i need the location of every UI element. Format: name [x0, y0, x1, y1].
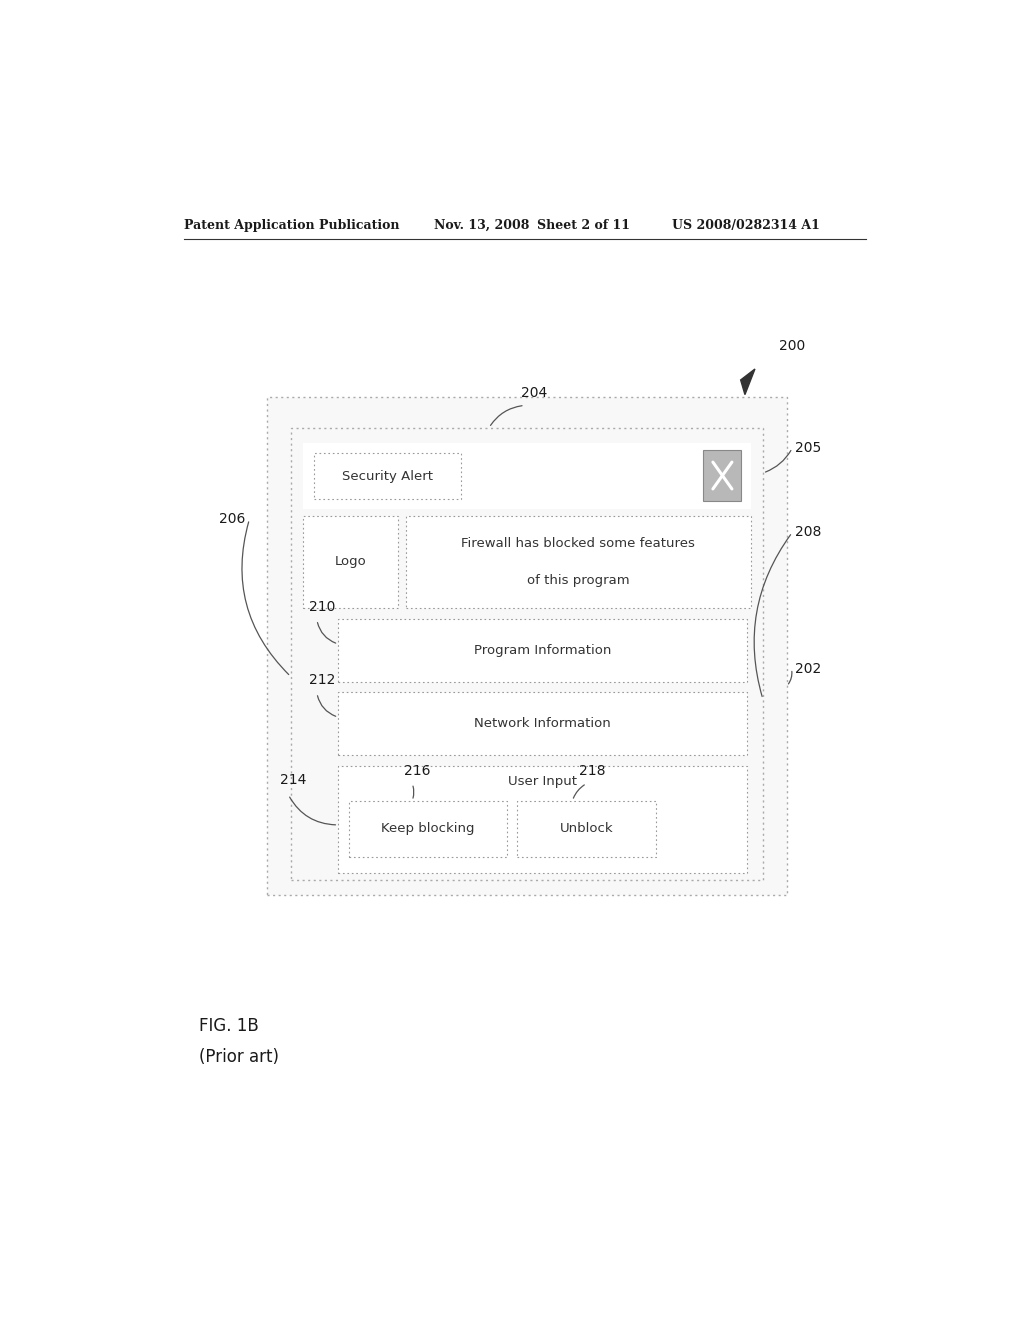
Bar	[703, 450, 741, 500]
Text: Nov. 13, 2008: Nov. 13, 2008	[433, 219, 529, 231]
Bar	[406, 516, 751, 607]
Text: 216: 216	[404, 764, 431, 779]
Bar	[338, 619, 748, 682]
Bar	[338, 692, 748, 755]
Text: Patent Application Publication: Patent Application Publication	[183, 219, 399, 231]
Text: 214: 214	[281, 772, 307, 787]
Text: 212: 212	[309, 673, 335, 686]
Text: 202: 202	[795, 661, 821, 676]
Text: 218: 218	[579, 764, 605, 779]
Bar	[348, 801, 507, 857]
Bar	[303, 444, 751, 510]
Text: Keep blocking: Keep blocking	[381, 822, 475, 836]
Bar	[338, 766, 748, 873]
Text: 200: 200	[778, 339, 805, 354]
Text: of this program: of this program	[527, 574, 630, 586]
Bar	[291, 428, 763, 880]
Polygon shape	[740, 370, 755, 395]
Text: User Input: User Input	[508, 775, 578, 788]
Bar	[267, 397, 786, 895]
Text: Network Information: Network Information	[474, 717, 611, 730]
Text: 206: 206	[219, 512, 246, 527]
Bar	[314, 453, 461, 499]
Text: 210: 210	[309, 599, 335, 614]
Text: 205: 205	[795, 441, 821, 455]
Bar	[517, 801, 655, 857]
Text: Unblock: Unblock	[559, 822, 613, 836]
Text: FIG. 1B: FIG. 1B	[200, 1018, 259, 1035]
Text: Sheet 2 of 11: Sheet 2 of 11	[537, 219, 630, 231]
Text: Firewall has blocked some features: Firewall has blocked some features	[462, 537, 695, 550]
Bar	[303, 516, 397, 607]
Text: 208: 208	[795, 525, 821, 540]
Text: Logo: Logo	[334, 556, 367, 569]
Text: (Prior art): (Prior art)	[200, 1048, 280, 1065]
Text: Program Information: Program Information	[474, 644, 611, 657]
Text: US 2008/0282314 A1: US 2008/0282314 A1	[672, 219, 819, 231]
Text: Security Alert: Security Alert	[342, 470, 433, 483]
Text: 204: 204	[521, 387, 547, 400]
